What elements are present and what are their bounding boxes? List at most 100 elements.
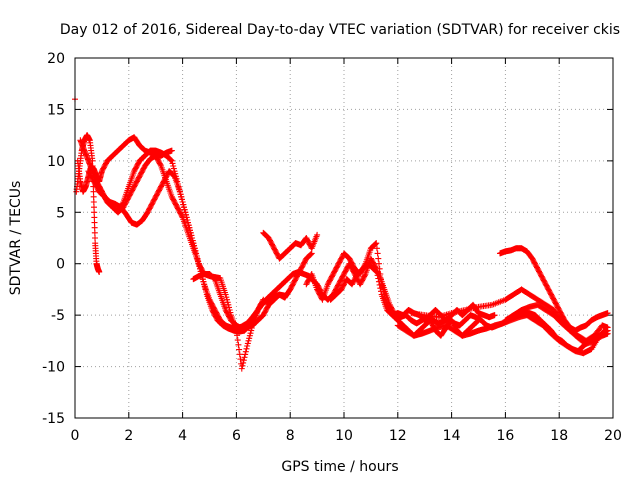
data-point	[102, 160, 109, 167]
data-point	[159, 181, 166, 187]
data-point	[291, 278, 298, 285]
data-point	[317, 287, 324, 294]
data-point	[177, 210, 184, 217]
data-point	[531, 259, 538, 266]
data-point	[125, 193, 132, 200]
data-point	[157, 184, 164, 191]
data-point	[155, 157, 162, 164]
data-point	[160, 179, 167, 186]
data-point	[233, 327, 240, 334]
data-point	[335, 260, 342, 267]
y-tick-label: -5	[51, 308, 65, 324]
data-point	[348, 264, 355, 271]
data-point	[126, 192, 133, 199]
data-point	[149, 200, 156, 207]
x-tick-label: 4	[178, 428, 187, 444]
data-point	[372, 240, 379, 247]
data-point	[255, 305, 262, 312]
data-point	[94, 181, 101, 187]
data-point	[121, 201, 128, 208]
data-point	[158, 182, 165, 189]
data-point	[94, 179, 101, 186]
data-point	[539, 274, 546, 281]
data-point	[236, 346, 243, 353]
data-point	[353, 273, 360, 280]
data-point	[91, 219, 98, 226]
data-point	[314, 231, 321, 238]
data-point	[240, 357, 247, 364]
data-point	[209, 308, 216, 315]
data-point	[370, 260, 377, 267]
data-point	[136, 173, 143, 180]
data-point	[333, 264, 340, 271]
data-point	[560, 314, 567, 321]
data-point	[147, 202, 154, 209]
data-point	[314, 281, 321, 288]
data-point	[237, 356, 244, 363]
data-point	[540, 276, 547, 283]
data-point	[200, 278, 207, 285]
data-point	[274, 251, 281, 258]
data-point	[131, 183, 138, 190]
data-point	[375, 270, 382, 277]
data-point	[368, 256, 375, 263]
data-point	[290, 280, 297, 286]
data-point	[328, 274, 335, 281]
data-point	[197, 264, 204, 271]
data-point	[347, 258, 354, 265]
data-point	[374, 250, 381, 257]
data-point	[543, 282, 550, 289]
data-point	[174, 205, 181, 212]
data-point	[297, 267, 304, 274]
data-point	[537, 271, 544, 277]
data-point	[271, 246, 278, 253]
data-point	[269, 242, 276, 249]
data-point	[130, 184, 137, 191]
data-point	[553, 301, 560, 308]
data-point	[176, 209, 183, 216]
data-point	[170, 163, 177, 169]
data-point	[247, 330, 254, 337]
data-point	[258, 300, 265, 307]
data-point	[373, 240, 380, 247]
data-point	[359, 276, 366, 283]
data-point	[90, 193, 97, 200]
data-point	[234, 332, 241, 339]
data-point	[316, 285, 323, 292]
data-point	[267, 238, 274, 245]
data-point	[154, 191, 161, 198]
data-point	[532, 262, 539, 268]
data-point	[294, 272, 301, 279]
data-point	[241, 354, 248, 361]
data-point	[334, 282, 341, 289]
data-point	[153, 154, 160, 160]
data-point	[139, 168, 146, 175]
data-point	[327, 276, 334, 283]
data-point	[100, 164, 107, 171]
data-point	[176, 188, 183, 195]
data-point	[91, 229, 98, 236]
x-tick-label: 20	[604, 428, 622, 444]
data-point	[225, 312, 232, 319]
data-point	[556, 308, 563, 315]
data-point	[330, 269, 337, 276]
data-point	[158, 183, 165, 190]
data-point	[387, 303, 394, 310]
data-point	[305, 238, 312, 245]
data-point	[131, 182, 138, 189]
data-point	[604, 330, 611, 337]
data-point	[340, 282, 347, 289]
x-tick-label: 0	[71, 428, 80, 444]
data-point	[371, 241, 378, 248]
data-point	[548, 292, 555, 299]
data-point	[351, 276, 358, 283]
data-point	[529, 255, 536, 262]
data-point	[352, 274, 359, 281]
data-point	[386, 301, 393, 308]
data-point	[244, 340, 251, 347]
data-point	[85, 168, 92, 175]
data-point	[98, 188, 105, 195]
data-point	[202, 286, 209, 293]
data-point	[223, 294, 230, 301]
data-point	[258, 299, 265, 306]
